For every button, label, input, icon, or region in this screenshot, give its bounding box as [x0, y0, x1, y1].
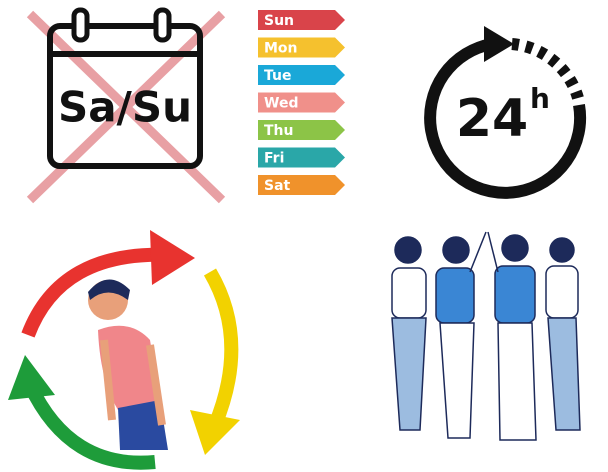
- cycle-arrowhead: [190, 410, 240, 455]
- person: [488, 232, 536, 440]
- collage: Sa/Su Sun Mon Tue Wed Thu Fri Sat 24 h: [0, 0, 608, 472]
- calendar-label: Sa/Su: [58, 83, 192, 132]
- weekday-label: Mon: [264, 41, 298, 57]
- weekday-tag: Thu: [258, 120, 345, 140]
- page: {"calendar": {"label": "Sa/Su"}, "weekda…: [0, 0, 608, 472]
- weekday-label: Wed: [264, 96, 298, 112]
- weekday-label: Fri: [264, 151, 284, 167]
- weekday-tag: Wed: [258, 93, 345, 113]
- weekday-tag: Fri: [258, 148, 345, 168]
- clock-arrowhead: [484, 26, 514, 62]
- cycle-icon: [8, 230, 240, 463]
- weekday-label: Sat: [264, 178, 291, 194]
- weekday-tag: Sat: [258, 175, 345, 195]
- cycle-arrowhead: [8, 355, 55, 400]
- weekday-tag: Sun: [258, 10, 345, 30]
- cycle-arrow: [210, 272, 231, 425]
- person: [436, 232, 486, 438]
- calendar-ring: [74, 10, 87, 40]
- weekday-tag: Mon: [258, 38, 345, 58]
- weekday-tags: Sun Mon Tue Wed Thu Fri Sat: [258, 10, 345, 195]
- clock-unit: h: [530, 82, 550, 115]
- clock-hours: 24: [456, 89, 528, 149]
- calendar-ring: [156, 10, 169, 40]
- cycle-arrowhead: [150, 230, 195, 285]
- calendar-icon: Sa/Su: [30, 10, 222, 200]
- weekday-tag: Tue: [258, 65, 345, 85]
- weekday-label: Thu: [264, 123, 293, 139]
- clock-icon: 24 h: [430, 26, 580, 193]
- person: [392, 237, 426, 430]
- team-illustration: [392, 232, 580, 440]
- weekday-label: Sun: [264, 13, 294, 29]
- weekday-label: Tue: [264, 68, 291, 84]
- person: [546, 238, 580, 430]
